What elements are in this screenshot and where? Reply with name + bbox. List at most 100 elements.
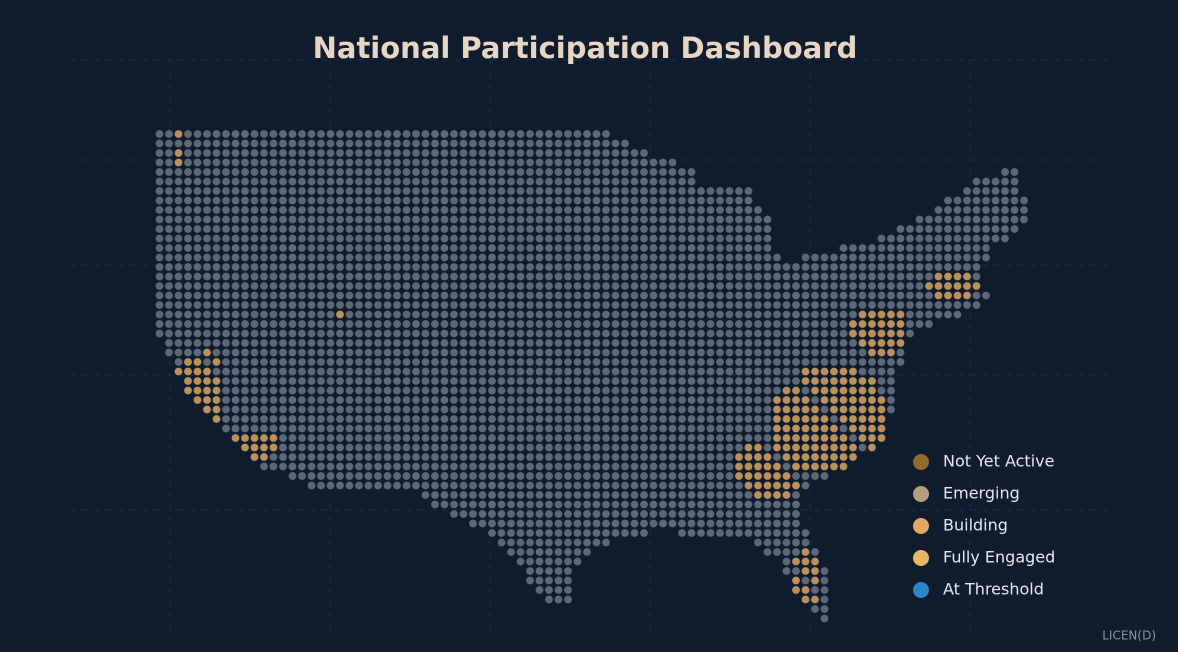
- dot: [735, 234, 743, 243]
- dot: [412, 187, 420, 195]
- dot-active: [792, 405, 800, 414]
- dot: [725, 301, 734, 309]
- dot: [725, 253, 734, 262]
- dot: [478, 139, 487, 148]
- dot: [944, 234, 952, 243]
- dot: [830, 272, 838, 281]
- dot: [697, 377, 705, 385]
- dot: [345, 206, 354, 214]
- dot: [431, 244, 439, 252]
- dot: [222, 130, 230, 138]
- dot: [203, 272, 211, 281]
- dot: [336, 168, 344, 176]
- dot-active: [839, 396, 848, 404]
- dot: [564, 139, 572, 148]
- dot: [592, 358, 601, 366]
- dot: [602, 462, 610, 471]
- dot: [184, 253, 192, 262]
- dot: [602, 301, 610, 309]
- dot: [374, 139, 382, 148]
- dot-active: [868, 377, 876, 385]
- dot: [754, 282, 762, 290]
- dot: [279, 301, 287, 309]
- dot: [497, 177, 506, 186]
- dot: [858, 348, 867, 357]
- dot: [706, 272, 715, 281]
- dot: [165, 244, 173, 252]
- dot-active: [820, 396, 829, 404]
- dot: [412, 168, 420, 176]
- dot: [573, 158, 582, 167]
- dot: [193, 282, 202, 290]
- dot: [450, 481, 458, 490]
- dot: [269, 149, 278, 157]
- dot-active: [830, 453, 838, 461]
- dot: [526, 453, 534, 461]
- dot: [944, 301, 952, 309]
- dot: [754, 339, 762, 347]
- dot: [516, 386, 525, 395]
- dot: [668, 491, 677, 499]
- dot: [174, 263, 183, 271]
- dot-active: [830, 367, 838, 376]
- dot: [801, 282, 810, 290]
- dot: [203, 149, 211, 157]
- us-dot-map: [155, 130, 1028, 623]
- dot-active: [174, 130, 183, 138]
- dot: [858, 367, 867, 376]
- dot: [298, 424, 306, 433]
- dot-active: [877, 320, 886, 328]
- dot: [944, 263, 952, 271]
- dot: [184, 329, 192, 338]
- dot: [611, 367, 620, 376]
- dot: [412, 424, 420, 433]
- dot: [782, 263, 791, 271]
- title: National Participation Dashboard: [313, 31, 858, 65]
- dot: [488, 168, 496, 176]
- dot: [621, 196, 629, 205]
- legend-swatch: [913, 582, 929, 598]
- dot: [193, 168, 202, 176]
- dot: [431, 339, 439, 347]
- watermark: LICEN(D): [1102, 629, 1156, 643]
- dot: [516, 310, 525, 319]
- dot: [212, 139, 221, 148]
- dot: [602, 196, 610, 205]
- dot: [459, 282, 468, 290]
- dot: [630, 510, 639, 518]
- dot-active: [944, 282, 952, 290]
- dot-active: [858, 310, 867, 319]
- dot: [393, 196, 401, 205]
- dot: [697, 453, 705, 461]
- dot: [621, 386, 629, 395]
- dot: [497, 215, 506, 224]
- dot: [241, 424, 249, 433]
- dot: [431, 329, 439, 338]
- dot: [497, 358, 506, 366]
- dot: [649, 519, 658, 528]
- dot: [165, 348, 173, 357]
- dot: [402, 272, 411, 281]
- dot: [811, 396, 819, 404]
- dot-active: [792, 576, 800, 585]
- dot: [516, 377, 525, 385]
- dot: [317, 405, 325, 414]
- dot: [203, 177, 211, 186]
- dot: [241, 158, 249, 167]
- dot: [545, 424, 553, 433]
- dot: [364, 329, 373, 338]
- dot: [450, 348, 458, 357]
- dot: [374, 206, 382, 214]
- dot: [602, 377, 610, 385]
- dot: [193, 130, 202, 138]
- dot: [649, 244, 658, 252]
- dot-active: [184, 377, 192, 385]
- dot: [583, 396, 591, 404]
- dot: [773, 329, 781, 338]
- dot-active: [801, 462, 810, 471]
- dot: [877, 234, 886, 243]
- dot: [573, 206, 582, 214]
- dot: [345, 320, 354, 328]
- dot: [222, 367, 230, 376]
- dot: [307, 386, 316, 395]
